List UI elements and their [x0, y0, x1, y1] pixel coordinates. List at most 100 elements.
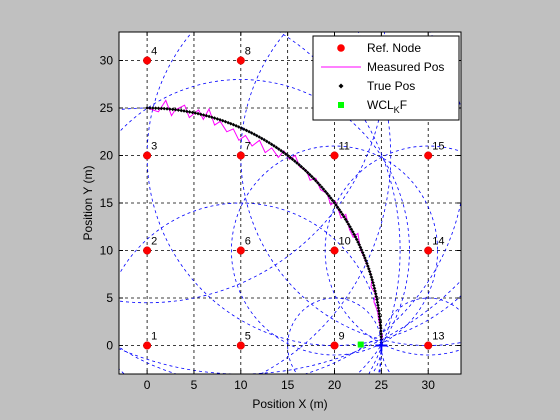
- true-pos-point: [375, 297, 379, 302]
- range-circle: [324, 145, 461, 356]
- range-circle: [278, 32, 401, 374]
- y-tick-label: 10: [100, 244, 114, 258]
- y-tick-label: 0: [106, 339, 113, 353]
- true-pos-point: [377, 311, 382, 316]
- true-pos-point: [337, 207, 342, 212]
- true-pos-point: [356, 240, 360, 244]
- true-pos-point: [297, 163, 301, 167]
- true-pos-point: [226, 120, 230, 125]
- true-pos-point: [376, 303, 380, 308]
- true-pos-point: [366, 264, 370, 268]
- true-pos-point: [173, 107, 178, 112]
- true-pos-point: [168, 107, 172, 111]
- range-circle: [259, 32, 392, 374]
- ref-node-marker: [236, 341, 245, 350]
- true-pos-point: [159, 106, 164, 111]
- true-pos-point: [359, 248, 364, 252]
- true-pos-point: [378, 326, 383, 330]
- true-pos-point: [254, 133, 259, 138]
- true-pos-point: [247, 129, 251, 134]
- true-pos-point: [179, 108, 184, 113]
- true-pos-point: [370, 278, 375, 282]
- true-pos-point: [374, 294, 379, 299]
- true-pos-point: [153, 106, 158, 110]
- ref-node-label: 9: [339, 331, 345, 343]
- true-pos-point: [162, 106, 167, 111]
- true-pos-point: [187, 110, 192, 114]
- true-pos-point: [276, 147, 281, 151]
- ref-node-marker: [143, 246, 152, 255]
- true-pos-point: [342, 215, 346, 219]
- true-pos-point: [210, 115, 214, 120]
- legend-label: Measured Pos: [367, 60, 444, 74]
- ref-node-label: 10: [339, 236, 351, 248]
- y-tick-label: 25: [100, 101, 114, 115]
- range-circle: [231, 145, 438, 356]
- wclkf-marker: [357, 341, 364, 348]
- true-pos-point: [373, 292, 378, 296]
- true-pos-point: [204, 113, 209, 118]
- true-pos-point: [369, 275, 374, 279]
- x-tick-label: 20: [328, 378, 342, 392]
- true-pos-point: [292, 159, 297, 163]
- true-path: [145, 106, 388, 352]
- true-pos-point: [283, 152, 288, 156]
- true-pos-point: [309, 174, 314, 179]
- true-pos-point: [335, 205, 340, 210]
- true-pos-point: [319, 185, 324, 189]
- ref-node-marker: [424, 151, 433, 160]
- true-pos-point: [371, 280, 375, 285]
- true-pos-point: [264, 139, 269, 144]
- true-pos-point: [377, 314, 382, 319]
- true-pos-point: [170, 107, 175, 112]
- true-pos-point: [151, 106, 155, 110]
- true-pos-point: [348, 224, 352, 229]
- ref-node-label: 1: [151, 331, 157, 343]
- true-pos-point: [156, 106, 161, 111]
- x-tick-label: 5: [191, 378, 198, 392]
- ref-node-marker: [330, 151, 339, 160]
- y-axis-label: Position Y (m): [81, 166, 95, 241]
- ref-node-marker: [330, 246, 339, 255]
- true-pos-point: [201, 113, 206, 117]
- true-pos-point: [288, 155, 293, 160]
- true-pos-point: [325, 191, 329, 196]
- true-pos-point: [196, 111, 200, 116]
- true-pos-point: [332, 200, 337, 205]
- end-position-marker: [375, 339, 388, 352]
- true-pos-point: [367, 267, 371, 271]
- true-pos-point: [145, 106, 149, 110]
- true-pos-point: [349, 227, 354, 232]
- true-pos-point: [372, 286, 377, 291]
- legend-ref-swatch: [337, 44, 345, 52]
- y-tick-label: 15: [100, 196, 114, 210]
- true-pos-point: [252, 132, 257, 137]
- true-pos-point: [231, 122, 236, 127]
- true-pos-point: [376, 306, 381, 310]
- true-pos-point: [290, 157, 295, 162]
- true-pos-point: [377, 309, 381, 313]
- ref-node-label: 7: [245, 141, 251, 153]
- true-pos-point: [242, 127, 246, 132]
- true-pos-point: [272, 144, 276, 148]
- true-pos-point: [340, 212, 345, 217]
- true-pos-point: [244, 128, 249, 133]
- true-pos-point: [176, 108, 181, 112]
- true-pos-point: [182, 109, 186, 113]
- ref-node-marker: [236, 151, 245, 160]
- true-pos-point: [295, 161, 299, 165]
- true-pos-point: [360, 250, 365, 255]
- true-pos-point: [311, 176, 316, 181]
- true-pos-point: [257, 135, 262, 139]
- true-pos-point: [279, 148, 283, 153]
- legend-true-swatch: [338, 83, 344, 89]
- true-pos-point: [373, 289, 377, 293]
- ref-node-marker: [424, 341, 433, 350]
- legend: Ref. Node Measured Pos True Pos WCLKF: [312, 35, 460, 121]
- true-pos-point: [353, 235, 358, 239]
- true-pos-point: [378, 320, 383, 325]
- true-pos-point: [223, 119, 228, 124]
- true-pos-point: [361, 253, 366, 258]
- true-pos-point: [345, 219, 349, 224]
